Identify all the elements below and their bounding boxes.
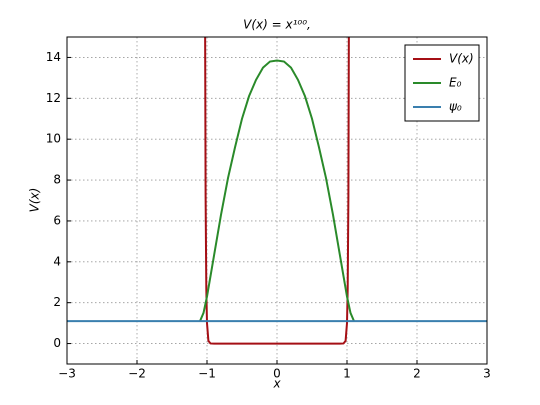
y-tick-label: 8 xyxy=(53,173,61,187)
x-tick-label: 1 xyxy=(343,367,351,381)
y-tick-label: 0 xyxy=(53,336,61,350)
x-tick-label: 0 xyxy=(273,367,281,381)
y-tick-label: 2 xyxy=(53,295,61,309)
series-line xyxy=(199,59,355,322)
y-tick-label: 12 xyxy=(46,91,61,105)
plot-area xyxy=(67,37,487,345)
legend-label: E₀ xyxy=(449,76,462,90)
chart-title: V(x) = x¹⁰⁰, xyxy=(243,18,311,32)
x-tick-label: −3 xyxy=(58,367,76,381)
x-tick-label: 2 xyxy=(413,367,421,381)
x-axis-label: x xyxy=(272,377,281,391)
x-tick-label: −2 xyxy=(128,367,146,381)
series-line xyxy=(204,37,350,345)
legend-label: ψ₀ xyxy=(449,100,462,114)
y-tick-label: 6 xyxy=(53,213,61,227)
x-tick-label: −1 xyxy=(198,367,216,381)
plot-frame xyxy=(66,36,488,365)
y-tick-label: 14 xyxy=(46,50,61,64)
y-tick-label: 10 xyxy=(46,132,61,146)
x-tick-label: 3 xyxy=(483,367,491,381)
y-tick-label: 4 xyxy=(53,254,61,268)
y-axis-label: V(x) xyxy=(28,188,42,213)
legend-label: V(x) xyxy=(449,52,474,66)
